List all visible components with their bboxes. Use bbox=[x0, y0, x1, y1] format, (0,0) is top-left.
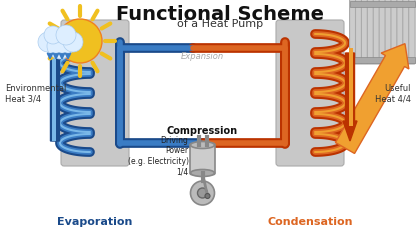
FancyArrow shape bbox=[48, 31, 62, 141]
FancyArrow shape bbox=[52, 56, 56, 141]
Ellipse shape bbox=[191, 142, 215, 149]
Text: Expansion: Expansion bbox=[181, 52, 224, 61]
FancyBboxPatch shape bbox=[373, 0, 380, 65]
Circle shape bbox=[38, 33, 58, 53]
FancyBboxPatch shape bbox=[397, 0, 403, 65]
Ellipse shape bbox=[191, 170, 215, 177]
Bar bbox=[350, 58, 415, 64]
FancyBboxPatch shape bbox=[190, 144, 215, 175]
Text: Driving
Power
(e.g. Electricity)
1/4: Driving Power (e.g. Electricity) 1/4 bbox=[127, 135, 188, 175]
FancyBboxPatch shape bbox=[385, 0, 391, 65]
FancyArrow shape bbox=[343, 54, 357, 141]
Circle shape bbox=[63, 33, 83, 53]
FancyBboxPatch shape bbox=[403, 0, 409, 65]
Bar bbox=[350, 2, 415, 8]
Text: Environmental
Heat 3/4: Environmental Heat 3/4 bbox=[5, 84, 67, 103]
Circle shape bbox=[47, 34, 73, 60]
Circle shape bbox=[58, 20, 102, 64]
Text: of a Heat Pump: of a Heat Pump bbox=[177, 19, 263, 29]
Circle shape bbox=[198, 188, 208, 198]
Text: Functional Scheme: Functional Scheme bbox=[116, 5, 324, 24]
FancyArrow shape bbox=[349, 49, 353, 126]
FancyBboxPatch shape bbox=[379, 0, 386, 65]
FancyBboxPatch shape bbox=[362, 0, 368, 65]
FancyBboxPatch shape bbox=[356, 0, 362, 65]
Text: Condensation: Condensation bbox=[267, 216, 353, 226]
Circle shape bbox=[191, 181, 215, 205]
FancyBboxPatch shape bbox=[391, 0, 397, 65]
FancyBboxPatch shape bbox=[349, 0, 356, 65]
Text: Evaporation: Evaporation bbox=[57, 216, 133, 226]
FancyBboxPatch shape bbox=[367, 0, 374, 65]
Text: Compression: Compression bbox=[167, 125, 238, 135]
Text: Useful
Heat 4/4: Useful Heat 4/4 bbox=[375, 84, 411, 103]
FancyBboxPatch shape bbox=[409, 0, 415, 65]
FancyBboxPatch shape bbox=[61, 21, 129, 166]
Circle shape bbox=[205, 194, 210, 199]
FancyBboxPatch shape bbox=[276, 21, 344, 166]
Circle shape bbox=[56, 26, 76, 46]
Circle shape bbox=[44, 27, 62, 45]
FancyArrow shape bbox=[335, 44, 409, 154]
